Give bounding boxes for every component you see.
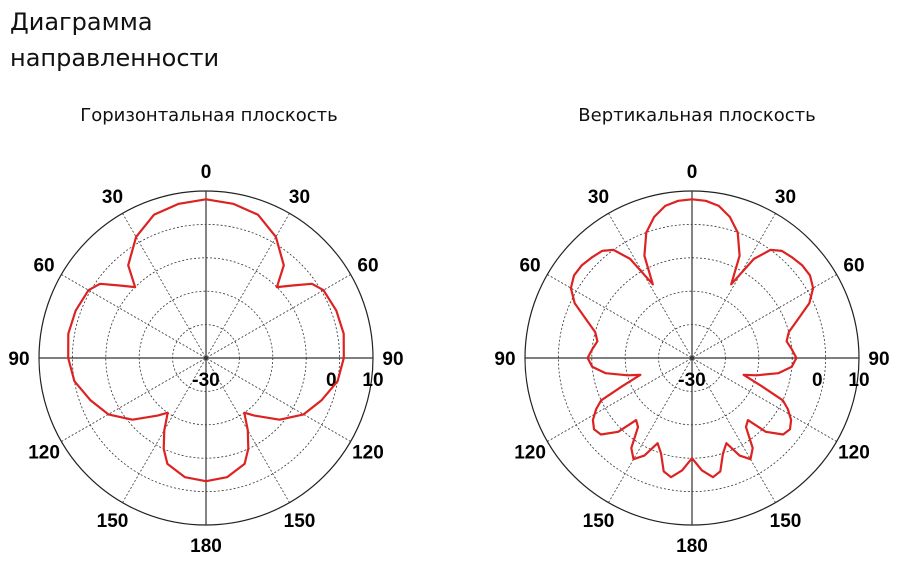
vertical-angle-label: 150	[770, 511, 802, 532]
vertical-angle-label: 150	[583, 511, 615, 532]
vertical-plane-title: Вертикальная плоскость	[578, 105, 816, 126]
vertical-radial-tick: 10	[848, 370, 869, 391]
vertical-angle-label: 120	[514, 443, 546, 464]
horizontal-angle-label: 60	[33, 256, 54, 277]
vertical-angle-label: 90	[868, 349, 889, 370]
vertical-angle-label: 180	[676, 536, 708, 557]
vertical-grid	[524, 190, 860, 526]
horizontal-pattern-line	[67, 198, 345, 483]
vertical-angle-label: 90	[494, 349, 515, 370]
horizontal-angle-label: 0	[201, 162, 212, 183]
horizontal-angle-label: 30	[289, 187, 310, 208]
horizontal-angle-label: 150	[97, 511, 129, 532]
vertical-angle-label: 0	[687, 162, 698, 183]
vertical-pattern-line	[569, 198, 815, 479]
horizontal-angle-label: 90	[382, 349, 403, 370]
horizontal-angle-label: 30	[102, 187, 123, 208]
vertical-angle-label: 30	[588, 187, 609, 208]
horizontal-angle-label: 90	[8, 349, 29, 370]
horizontal-grid	[38, 190, 374, 526]
horizontal-angle-label: 120	[352, 443, 384, 464]
horizontal-angle-label: 60	[357, 256, 378, 277]
vertical-angle-label: 120	[838, 443, 870, 464]
vertical-angle-label: 60	[843, 256, 864, 277]
page-title: Диаграмма направленности	[10, 8, 220, 72]
horizontal-radial-tick: -30	[192, 370, 219, 391]
vertical-angle-label: 60	[519, 256, 540, 277]
horizontal-radial-tick: 0	[326, 370, 337, 391]
horizontal-angle-label: 120	[28, 443, 60, 464]
vertical-radial-tick: -30	[678, 370, 705, 391]
horizontal-angle-label: 150	[284, 511, 316, 532]
horizontal-radial-tick: 10	[362, 370, 383, 391]
horizontal-angle-label: 180	[190, 536, 222, 557]
horizontal-plane-title: Горизонтальная плоскость	[80, 105, 338, 126]
vertical-angle-label: 30	[775, 187, 796, 208]
vertical-radial-tick: 0	[812, 370, 823, 391]
